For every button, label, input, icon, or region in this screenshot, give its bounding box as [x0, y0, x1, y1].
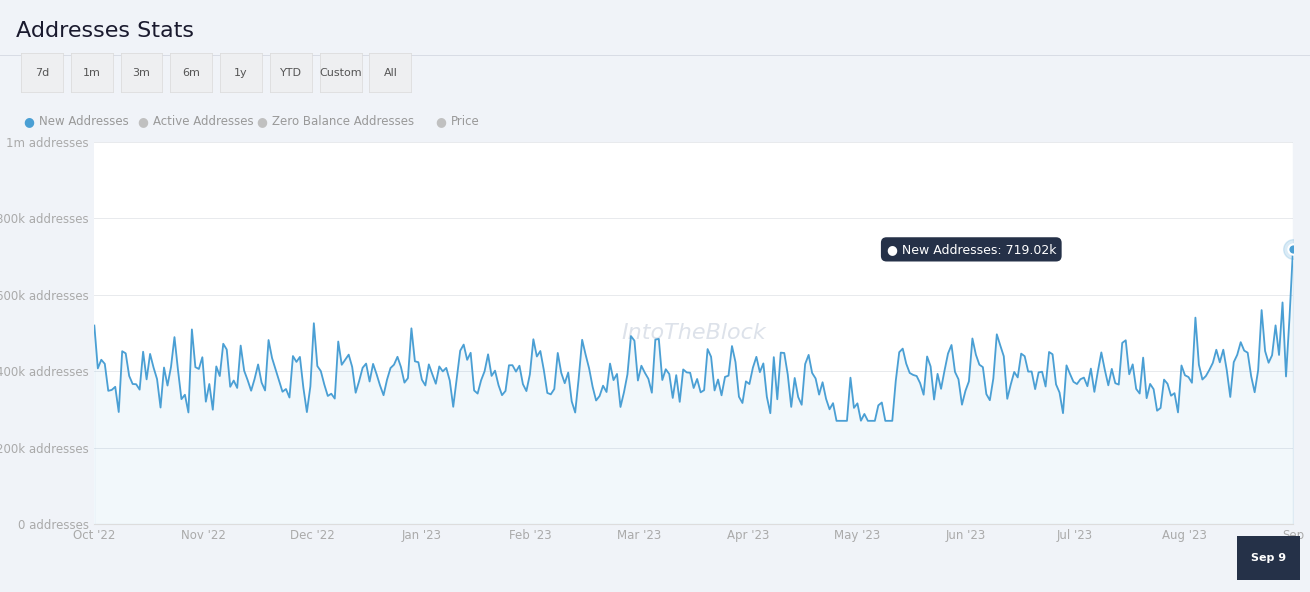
Text: ● New Addresses: 719.02k: ● New Addresses: 719.02k — [887, 243, 1056, 256]
Text: YTD: YTD — [280, 67, 301, 78]
Text: Addresses Stats: Addresses Stats — [16, 21, 194, 41]
Text: ●: ● — [24, 115, 34, 128]
Text: Zero Balance Addresses: Zero Balance Addresses — [272, 115, 414, 128]
Text: 3m: 3m — [132, 67, 151, 78]
Text: ●: ● — [257, 115, 267, 128]
Text: New Addresses: New Addresses — [39, 115, 130, 128]
Text: IntoTheBlock: IntoTheBlock — [621, 323, 766, 343]
Text: ●: ● — [138, 115, 148, 128]
Text: Sep 9: Sep 9 — [1251, 553, 1285, 563]
Text: Custom: Custom — [320, 67, 362, 78]
Text: 7d: 7d — [35, 67, 48, 78]
Text: 1m: 1m — [83, 67, 101, 78]
Point — [1282, 244, 1303, 254]
Text: 1y: 1y — [234, 67, 248, 78]
Text: Active Addresses: Active Addresses — [153, 115, 254, 128]
Text: ●: ● — [435, 115, 445, 128]
Point — [1282, 244, 1303, 254]
Text: Price: Price — [451, 115, 479, 128]
Text: All: All — [384, 67, 397, 78]
Text: 6m: 6m — [182, 67, 200, 78]
